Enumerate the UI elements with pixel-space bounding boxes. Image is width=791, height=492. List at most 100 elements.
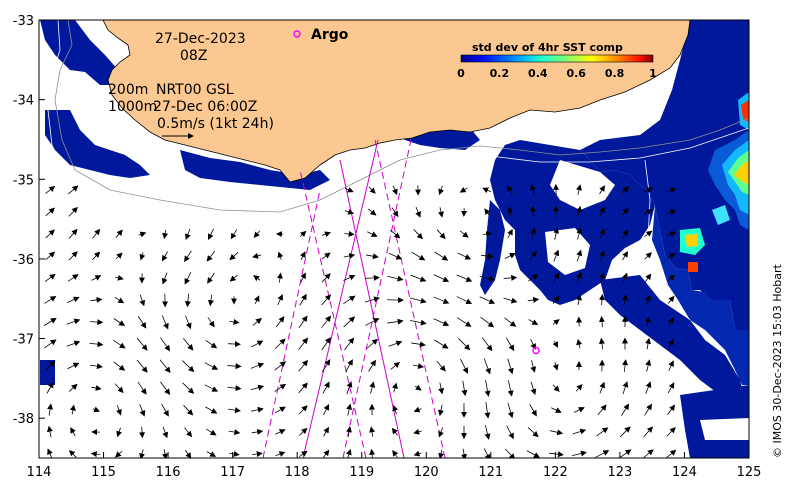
- current-vector: [251, 340, 264, 348]
- current-vector: [322, 449, 330, 458]
- current-vector: [410, 341, 426, 348]
- current-vector: [92, 406, 101, 413]
- current-vector: [368, 186, 376, 194]
- current-vector: [459, 186, 468, 193]
- current-vector: [92, 251, 101, 261]
- current-vector: [162, 449, 168, 458]
- current-vector: [139, 252, 146, 261]
- argo-float-marker: [532, 346, 540, 355]
- current-vector: [438, 427, 444, 438]
- current-vector: [599, 381, 606, 394]
- current-vector: [552, 272, 560, 283]
- current-vector: [391, 427, 398, 436]
- current-vector: [206, 451, 217, 457]
- y-tick-label: -33: [13, 14, 34, 29]
- current-vector: [162, 426, 169, 439]
- current-vector: [139, 404, 146, 417]
- current-vector: [136, 359, 148, 373]
- current-vector: [413, 450, 422, 457]
- current-vectors: [43, 183, 677, 458]
- current-vector: [390, 229, 401, 239]
- current-vector: [365, 274, 380, 281]
- current-vector: [438, 382, 445, 395]
- current-vector: [184, 250, 192, 263]
- current-vector: [91, 275, 102, 281]
- current-vector: [299, 293, 307, 306]
- current-vector: [573, 407, 585, 413]
- current-vector: [68, 228, 78, 239]
- current-vector: [185, 315, 192, 330]
- current-vector: [484, 425, 491, 440]
- current-vector: [666, 187, 677, 194]
- plot-frame: [38, 19, 750, 459]
- x-tick-label: 122: [543, 465, 568, 480]
- current-vector: [459, 230, 469, 238]
- credit-label: © IMOS 30-Dec-2023 15:03 Hobart: [771, 263, 784, 458]
- current-vector: [344, 230, 355, 237]
- current-vector: [484, 380, 491, 397]
- date-label: 27-Dec-2023: [155, 31, 246, 47]
- current-vector: [414, 384, 422, 391]
- current-vector: [90, 296, 103, 303]
- current-vector: [115, 229, 123, 238]
- current-vector: [529, 404, 537, 417]
- current-vector: [343, 252, 356, 259]
- current-vector: [68, 251, 78, 261]
- sst-warm-features: [680, 92, 749, 272]
- current-vector: [274, 361, 287, 371]
- x-axis: 114 115 116 117 118 119 120 121 122 123 124 125: [27, 452, 761, 480]
- current-vector: [228, 429, 241, 436]
- current-vector: [67, 296, 80, 303]
- current-vector: [45, 229, 55, 239]
- current-vector: [230, 229, 238, 240]
- current-vector: [413, 428, 422, 435]
- current-vector: [207, 272, 215, 284]
- current-vector: [438, 449, 445, 458]
- current-vector: [505, 337, 515, 352]
- current-vector: [250, 362, 265, 369]
- current-vector: [576, 338, 583, 349]
- current-vector: [112, 339, 126, 349]
- current-vector: [505, 448, 516, 458]
- current-vector: [298, 359, 309, 372]
- current-vector: [597, 404, 607, 416]
- current-vector: [622, 272, 628, 283]
- current-vector: [645, 337, 652, 350]
- current-vector: [69, 404, 76, 415]
- current-vector: [549, 429, 564, 436]
- current-vector: [365, 318, 380, 326]
- current-vector: [436, 229, 446, 240]
- y-tick-label: -34: [13, 94, 34, 109]
- current-vector: [161, 404, 169, 417]
- current-vector: [206, 428, 217, 436]
- x-tick-label: 114: [27, 465, 52, 480]
- current-vector: [386, 297, 404, 304]
- current-vector: [185, 228, 191, 240]
- current-vector: [643, 209, 653, 215]
- current-vector: [666, 427, 676, 437]
- current-vector: [346, 403, 353, 416]
- current-vector: [621, 186, 630, 194]
- current-vector: [552, 295, 560, 304]
- current-vector: [113, 361, 126, 371]
- current-vector: [229, 318, 240, 325]
- y-tick-label: -37: [13, 333, 34, 348]
- current-vector: [137, 381, 147, 395]
- current-vector: [666, 449, 677, 458]
- current-vector: [138, 231, 147, 238]
- current-vector: [46, 425, 53, 438]
- current-vector: [253, 295, 260, 304]
- current-vector: [227, 363, 242, 370]
- x-tick-label: 123: [607, 465, 632, 480]
- current-vector: [321, 294, 331, 306]
- current-vector: [114, 450, 123, 458]
- current-vector: [139, 426, 146, 439]
- current-vector: [45, 251, 56, 261]
- current-vector: [89, 319, 104, 326]
- current-vector: [66, 340, 81, 347]
- colorbar-tick-label: 1: [649, 67, 657, 80]
- current-vector: [433, 318, 450, 326]
- current-vector: [161, 251, 168, 262]
- current-vector: [576, 271, 582, 284]
- current-vector: [576, 249, 583, 262]
